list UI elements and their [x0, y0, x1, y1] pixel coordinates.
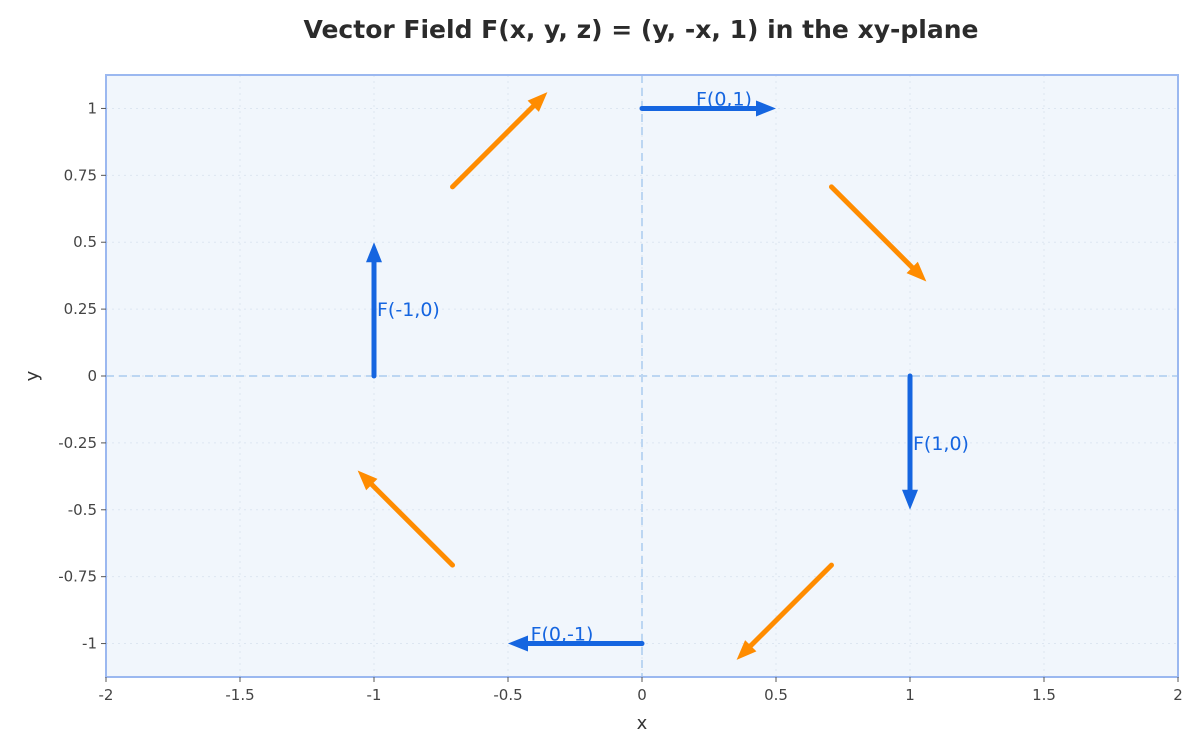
y-tick-label: -0.75: [58, 568, 97, 586]
vector-labels: F(0,1) F(1,0) F(0,-1) F(-1,0): [377, 88, 969, 645]
x-tick-label: 0.5: [764, 686, 788, 704]
y-axis-ticks: -1 -0.75 -0.5 -0.25 0 0.25 0.5 0.75 1: [58, 99, 106, 653]
vector-shaft: [450, 102, 538, 190]
x-tick-label: 1: [905, 686, 915, 704]
vector-arrow: [366, 242, 382, 379]
vector-head: [508, 635, 528, 652]
vector-arrow: [639, 100, 776, 117]
vector-shaft: [828, 184, 917, 272]
x-tick-label: 0: [637, 686, 647, 704]
vector-head: [736, 640, 757, 660]
vector-head: [756, 100, 776, 117]
x-tick-label: -1.5: [225, 686, 254, 704]
vector-label: F(0,-1): [531, 624, 594, 646]
vector-arrow: [736, 562, 834, 660]
y-tick-label: 0.75: [64, 166, 97, 184]
vector-arrow: [508, 635, 645, 652]
y-tick-label: -0.5: [68, 501, 97, 519]
vector-label: F(0,1): [696, 88, 752, 110]
vector-head: [527, 92, 548, 112]
x-tick-label: -2: [99, 686, 114, 704]
x-tick-label: 1.5: [1032, 686, 1056, 704]
vector-shaft: [367, 480, 456, 568]
x-tick-label: -1: [367, 686, 382, 704]
y-tick-label: -0.25: [58, 434, 97, 452]
vector-head: [902, 489, 918, 510]
vector-shaft: [746, 562, 834, 650]
vector-arrows: [357, 92, 927, 660]
vector-arrow: [902, 373, 918, 510]
vector-label: F(-1,0): [377, 299, 440, 321]
vector-head: [366, 242, 382, 263]
y-tick-label: 0.25: [64, 300, 97, 318]
y-tick-label: -1: [82, 635, 97, 653]
x-tick-label: -0.5: [493, 686, 522, 704]
vector-arrow: [828, 184, 927, 282]
vector-head: [906, 261, 927, 282]
y-tick-label: 1: [87, 99, 97, 117]
x-axis-label: x: [637, 713, 648, 734]
reference-lines: [106, 75, 1178, 677]
y-tick-label: 0.5: [73, 233, 97, 251]
y-axis-label: y: [22, 370, 43, 381]
vector-arrow: [357, 470, 456, 568]
vector-arrow: [450, 92, 548, 190]
vector-label: F(1,0): [913, 433, 969, 455]
x-axis-ticks: -2 -1.5 -1 -0.5 0 0.5 1 1.5 2: [99, 677, 1183, 704]
y-tick-label: 0: [87, 367, 97, 385]
chart-title: Vector Field F(x, y, z) = (y, -x, 1) in …: [304, 15, 979, 44]
vector-head: [357, 470, 378, 491]
x-tick-label: 2: [1173, 686, 1183, 704]
